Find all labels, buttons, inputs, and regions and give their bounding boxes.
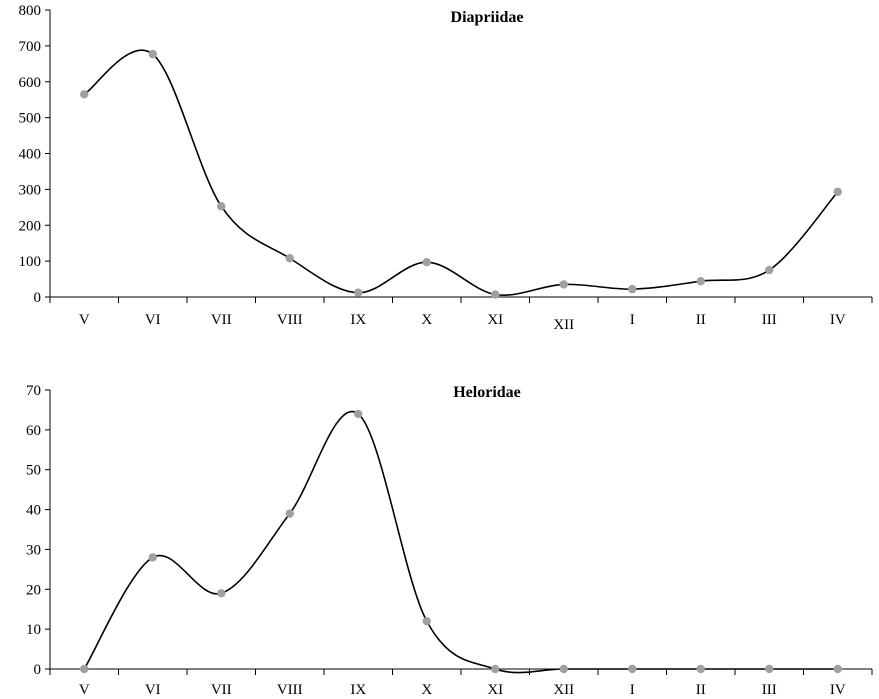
data-point <box>422 258 431 267</box>
data-point <box>833 664 842 674</box>
data-point <box>285 509 294 518</box>
series-line <box>83 49 839 296</box>
x-tick-label: V <box>79 312 90 328</box>
data-point <box>765 265 774 275</box>
y-tick-label: 100 <box>19 254 42 270</box>
x-tick-label: IX <box>350 312 366 328</box>
x-tick-label: VI <box>145 682 161 698</box>
y-tick-label: 70 <box>26 383 41 399</box>
series-line <box>83 410 838 674</box>
x-tick-label: V <box>79 682 90 698</box>
data-point <box>833 187 842 197</box>
x-tick-label: VI <box>145 312 161 328</box>
x-tick-label: VII <box>211 312 232 328</box>
x-tick-label: I <box>630 312 635 328</box>
x-tick-label: X <box>421 682 432 698</box>
y-tick-label: 60 <box>26 423 41 439</box>
y-tick-label: 500 <box>19 111 42 127</box>
y-tick-label: 40 <box>26 503 41 519</box>
x-tick-label: IV <box>830 312 846 328</box>
y-tick-label: 700 <box>19 39 42 55</box>
data-point <box>628 284 637 294</box>
data-point <box>765 664 774 674</box>
x-tick-label: XII <box>553 317 574 333</box>
y-tick-label: 0 <box>34 662 42 678</box>
x-tick-label: XI <box>487 682 503 698</box>
y-tick-label: 0 <box>34 290 42 306</box>
x-tick-label: III <box>762 312 777 328</box>
x-tick-label: XI <box>487 312 503 328</box>
data-point <box>696 664 705 674</box>
x-tick-label: II <box>696 312 706 328</box>
y-tick-label: 400 <box>19 147 42 163</box>
data-point <box>354 409 363 419</box>
data-point <box>354 288 363 297</box>
x-tick-label: VII <box>211 682 232 698</box>
x-tick-label: XII <box>553 682 574 698</box>
data-point <box>217 589 226 598</box>
x-tick-label: VIII <box>277 682 303 698</box>
x-tick-label: I <box>630 682 635 698</box>
data-point <box>628 664 637 674</box>
data-point <box>285 254 294 263</box>
data-point <box>80 90 89 99</box>
diapriidae-chart: 0 100 200 300 400 500 600 700 800 V VI VII VIII IX X XI… <box>19 3 873 333</box>
y-tick-label: 10 <box>26 622 41 638</box>
y-tick-label: 20 <box>26 582 41 598</box>
x-tick-label: X <box>421 312 432 328</box>
y-tick-label: 600 <box>19 75 42 91</box>
x-tick-label: III <box>762 682 777 698</box>
data-point <box>217 202 226 211</box>
y-tick-label: 300 <box>19 182 42 198</box>
y-tick-label: 30 <box>26 542 41 558</box>
data-point <box>148 553 157 562</box>
data-point <box>696 277 705 286</box>
chart-title: Heloridae <box>453 384 521 401</box>
x-tick-label: IV <box>830 682 846 698</box>
data-point <box>559 280 568 289</box>
data-point <box>559 664 568 674</box>
data-point <box>148 49 157 59</box>
data-point <box>422 616 431 626</box>
data-point <box>491 290 500 299</box>
x-tick-label: VIII <box>277 312 303 328</box>
x-tick-label: IX <box>350 682 366 698</box>
data-point <box>80 664 89 674</box>
data-point <box>491 664 500 674</box>
chart-title: Diapriidae <box>451 9 524 26</box>
y-tick-label: 200 <box>19 218 42 234</box>
y-tick-label: 50 <box>26 463 41 479</box>
y-tick-label: 800 <box>19 3 42 19</box>
x-tick-label: II <box>696 682 706 698</box>
